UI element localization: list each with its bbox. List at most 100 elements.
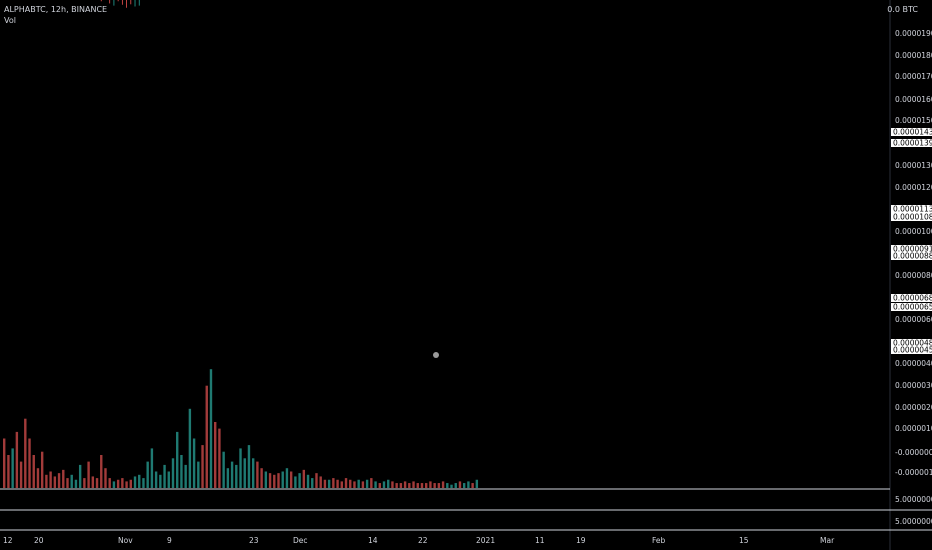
volume-bar: [95, 478, 99, 488]
volume-bar: [374, 481, 377, 488]
level-label-box: [891, 339, 932, 347]
level-label-box: [891, 139, 932, 147]
volume-bar: [104, 468, 107, 488]
volume-bar: [471, 483, 474, 488]
volume-bar: [289, 471, 293, 488]
volume-bar: [370, 478, 373, 488]
volume-bar: [239, 448, 242, 488]
volume-bar: [450, 484, 453, 488]
symbol-title: ALPHABTC, 12h, BINANCE: [4, 5, 108, 14]
volume-bar: [163, 464, 166, 488]
volume-bar: [247, 445, 251, 488]
time-tick-label: 22: [418, 536, 428, 545]
price-tick-label: 0.00001900: [895, 29, 932, 38]
volume-bar: [121, 478, 124, 488]
volume-bar: [273, 474, 276, 488]
volume-bar: [256, 461, 259, 488]
volume-bar: [78, 464, 82, 488]
volume-bar: [412, 481, 415, 488]
volume-bar: [361, 481, 365, 488]
volume-bar: [399, 483, 403, 488]
volume-bar: [167, 471, 170, 488]
level-label-box: [891, 303, 932, 311]
volume-bar: [378, 483, 381, 488]
volume-bar: [66, 478, 69, 488]
volume-bar: [32, 455, 35, 488]
volume-bar: [150, 448, 154, 488]
volume-bar: [302, 469, 306, 488]
volume-bar: [268, 473, 272, 488]
level-label-box: [891, 346, 932, 354]
volume-bar: [226, 468, 230, 488]
time-tick-label: Dec: [293, 536, 308, 545]
volume-bar: [11, 448, 14, 488]
volume-bar: [112, 481, 116, 488]
level-label: 0.00000883: [893, 252, 932, 261]
volume-bar: [395, 483, 398, 488]
volume-bar: [7, 455, 10, 488]
volume-bar: [475, 479, 479, 488]
chart-legend: ALPHABTC, 12h, BINANCE Vol: [4, 4, 107, 26]
volume-bar: [323, 479, 327, 488]
price-tick-label: 0.00001800: [895, 51, 932, 60]
volume-bar: [340, 481, 343, 488]
time-tick-label: 2021: [476, 536, 495, 545]
price-tick-label: 0.00000300: [895, 381, 932, 390]
price-tick-label: 0.00001600: [895, 95, 932, 104]
volume-bar: [403, 481, 407, 488]
level-label: 0.00001088: [893, 213, 932, 222]
volume-bar: [40, 451, 44, 488]
price-tick-label: 0.00000200: [895, 403, 932, 412]
volume-bar: [349, 479, 352, 488]
price-tick-label: 0.00000100: [895, 424, 932, 433]
time-tick-label: 19: [576, 536, 586, 545]
volume-bar: [446, 483, 449, 488]
volume-bar: [285, 468, 289, 488]
volume-bar: [277, 473, 280, 488]
volume-bar: [87, 461, 90, 488]
volume-bar: [83, 478, 86, 488]
volume-bar: [408, 483, 411, 488]
time-tick-label: 20: [34, 536, 44, 545]
level-label-box: [891, 294, 932, 302]
volume-bar: [353, 481, 356, 488]
volume-bar: [15, 431, 19, 488]
volume-bar: [260, 468, 263, 488]
volume-bar: [222, 451, 225, 488]
price-unit-label[interactable]: 0.0 BTC: [887, 5, 918, 14]
time-tick-label: 12: [3, 536, 13, 545]
alert-icon: [433, 352, 439, 358]
price-tick-label: 0.00000600: [895, 315, 932, 324]
volume-bar: [298, 473, 301, 488]
time-tick-label: 15: [739, 536, 749, 545]
volume-bar: [74, 479, 78, 488]
volume-bar: [357, 479, 360, 488]
volume-bar: [70, 474, 73, 488]
level-label: 0.00000452: [893, 346, 932, 355]
volume-bar: [382, 481, 386, 488]
time-tick-label: Mar: [820, 536, 835, 545]
level-label: 0.00000911: [893, 245, 932, 254]
volume-bar: [205, 385, 208, 488]
volume-bar: [230, 461, 234, 488]
volume-bar: [188, 408, 192, 488]
volume-bar: [62, 469, 65, 488]
volume-bar: [201, 445, 204, 488]
volume-bar: [306, 474, 310, 488]
volume-bar: [100, 455, 103, 488]
volume-bar: [91, 476, 95, 488]
time-tick-label: Feb: [652, 536, 666, 545]
level-label: 0.00000686: [893, 294, 932, 303]
price-tick-label: 0.00000400: [895, 359, 932, 368]
volume-bar: [214, 422, 217, 488]
volume-bar: [57, 473, 61, 488]
volume-bar: [138, 474, 141, 488]
time-tick-label: Nov: [118, 536, 133, 545]
time-tick-label: 11: [535, 536, 545, 545]
sub-pane-tick-label: 5.00000000: [895, 517, 932, 526]
volume-bar: [192, 438, 196, 488]
price-tick-label: 0.00001700: [895, 72, 932, 81]
volume-bar: [197, 461, 200, 488]
